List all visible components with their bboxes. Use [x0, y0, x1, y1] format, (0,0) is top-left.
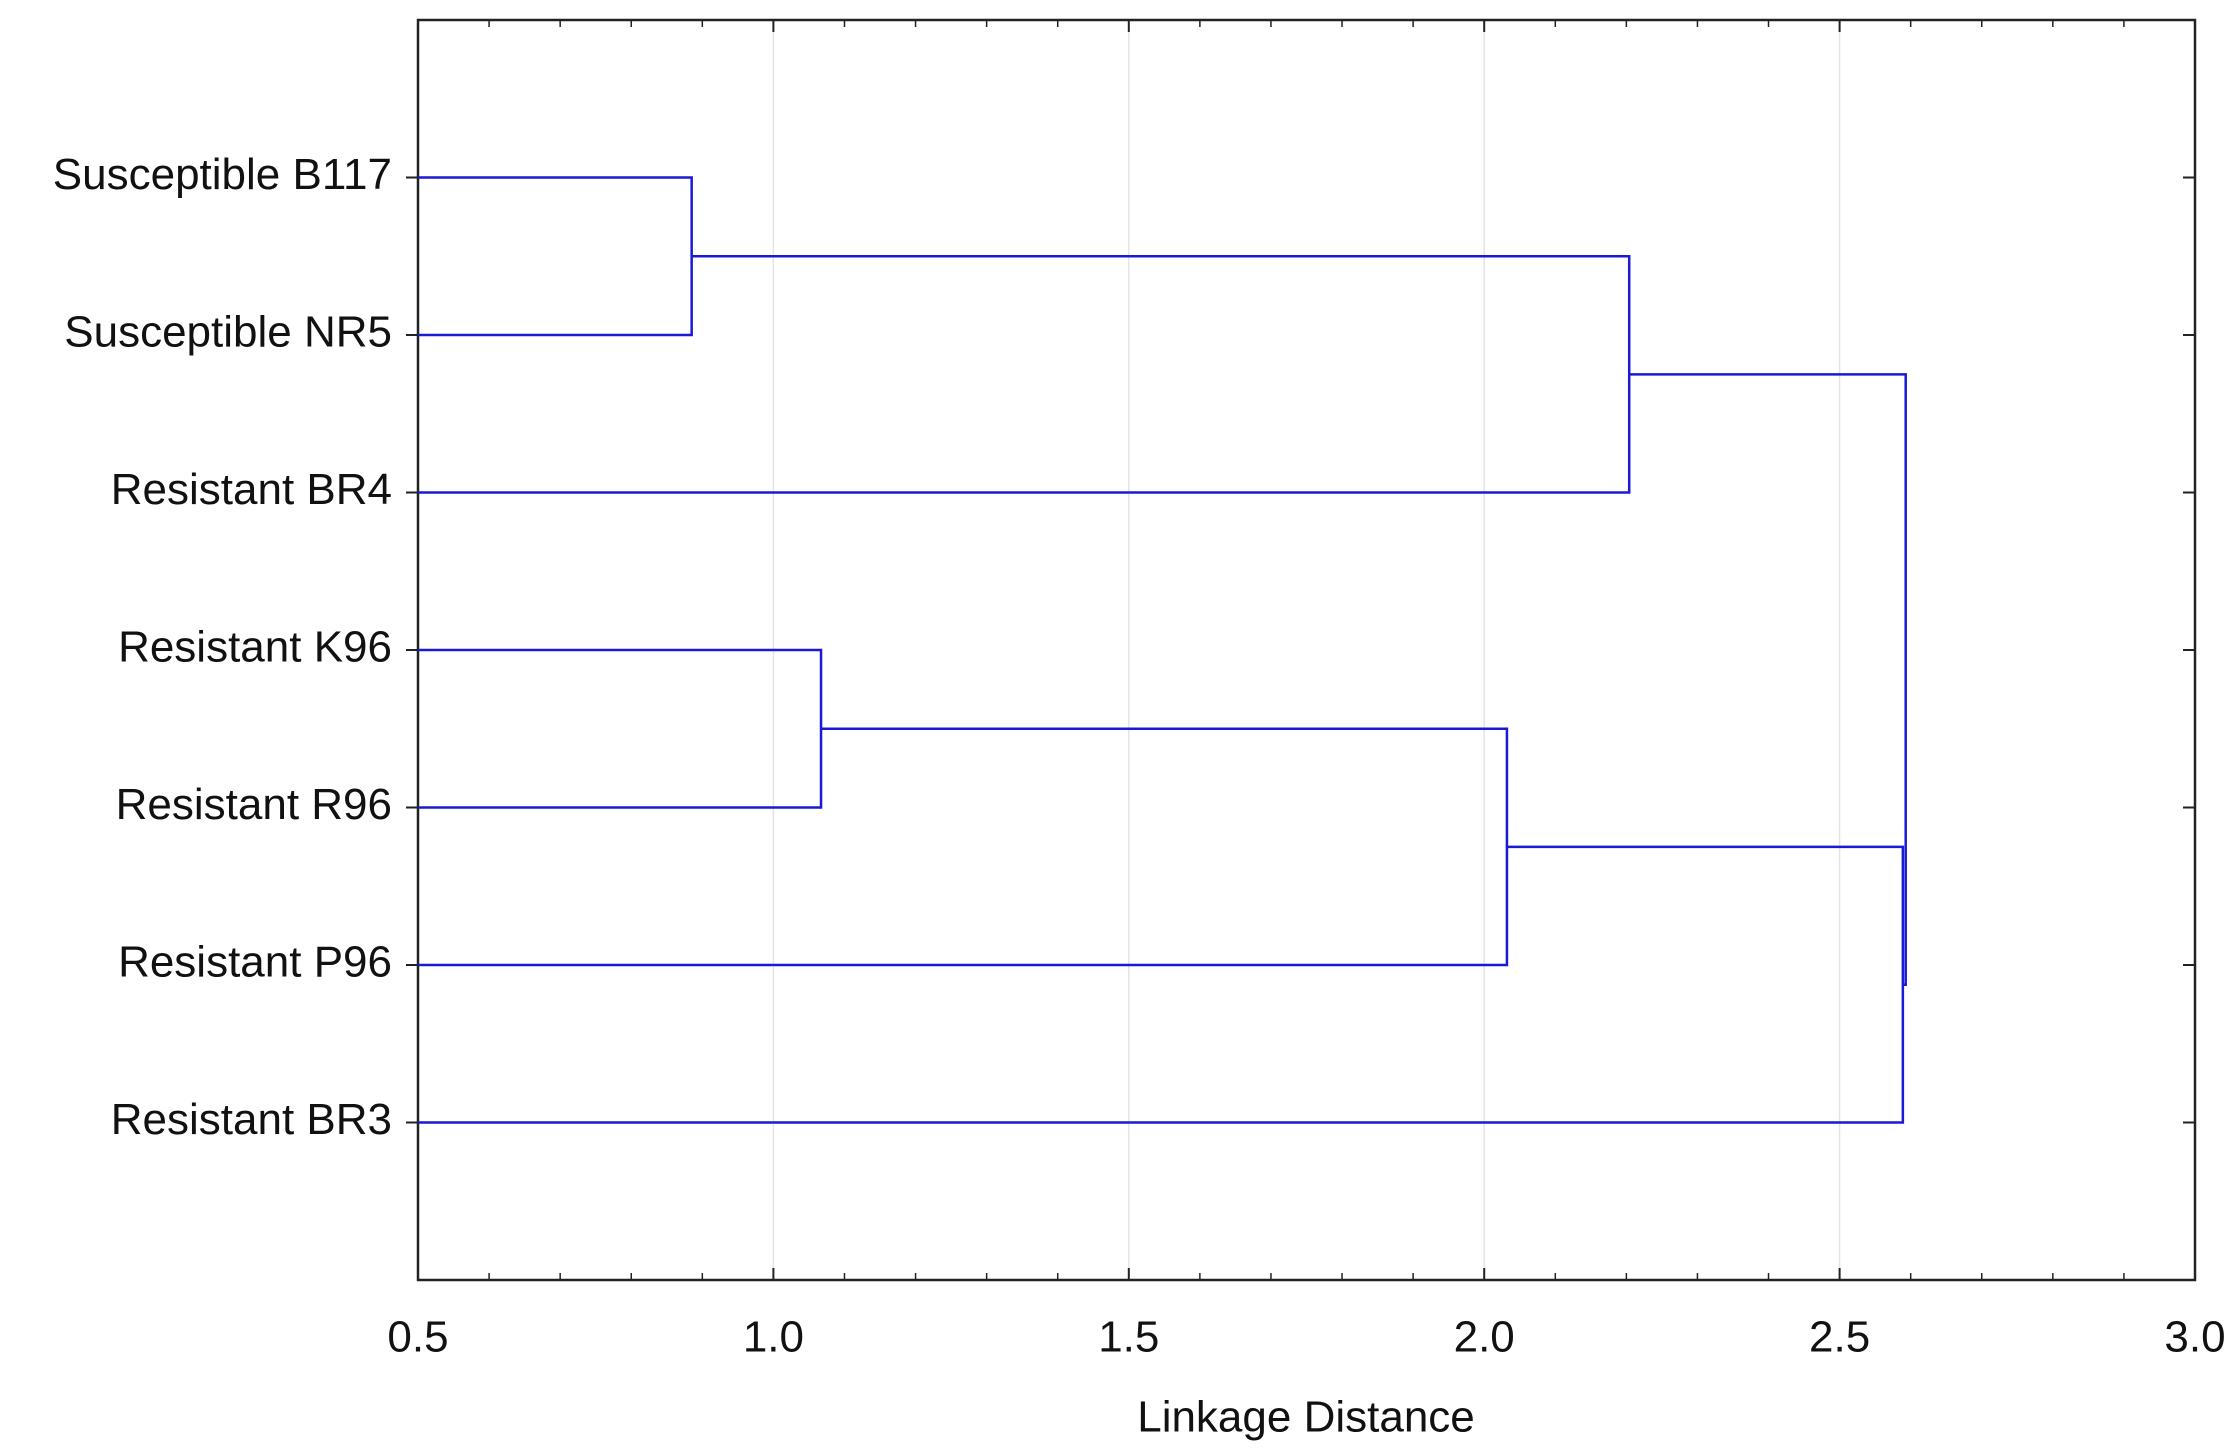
- x-axis-label: Linkage Distance: [1137, 1393, 1475, 1442]
- leaf-label: Resistant R96: [116, 780, 392, 829]
- merge-link: [418, 727, 1509, 967]
- x-tick-label: 0.5: [387, 1313, 448, 1362]
- merge-link: [1629, 373, 1907, 986]
- leaf-label: Resistant BR3: [111, 1095, 392, 1144]
- x-tick-label: 1.0: [743, 1313, 804, 1362]
- leaf-label: Susceptible NR5: [64, 308, 392, 357]
- x-tick-label: 2.5: [1809, 1313, 1870, 1362]
- leaf-label: Resistant P96: [118, 938, 392, 987]
- x-tick-label: 2.0: [1454, 1313, 1515, 1362]
- merge-link: [418, 648, 823, 809]
- x-tick-label: 3.0: [2164, 1313, 2225, 1362]
- merge-link: [418, 176, 693, 337]
- merge-link: [418, 255, 1631, 494]
- x-tick-label: 1.5: [1098, 1313, 1159, 1362]
- leaf-label: Susceptible B117: [53, 150, 392, 199]
- merge-link: [418, 845, 1905, 1124]
- leaf-label: Resistant K96: [118, 623, 392, 672]
- leaf-label: Resistant BR4: [111, 465, 392, 514]
